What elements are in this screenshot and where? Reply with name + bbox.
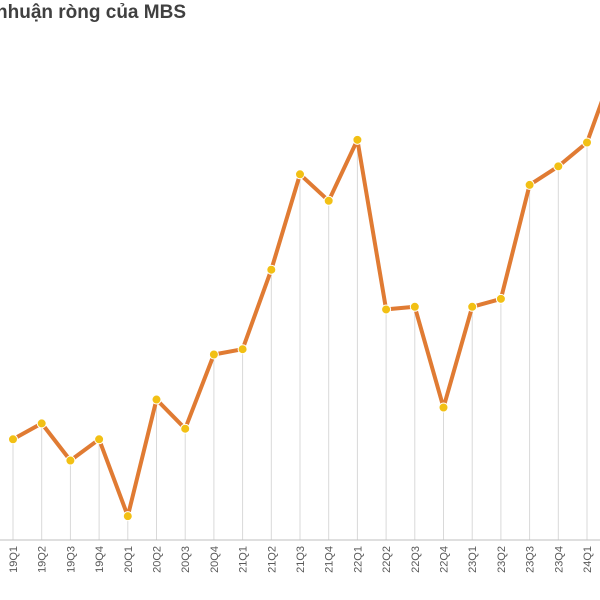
- x-tick-label: 19Q3: [65, 546, 77, 573]
- data-point: [94, 434, 105, 445]
- data-point: [409, 301, 420, 312]
- data-point: [295, 169, 305, 180]
- x-tick-label: 19Q1: [8, 546, 20, 573]
- x-tick-label: 19Q4: [94, 546, 106, 573]
- data-point: [323, 195, 334, 206]
- data-point: [582, 137, 592, 148]
- data-point: [65, 455, 76, 466]
- x-tick-label: 22Q3: [410, 546, 422, 573]
- data-point: [381, 304, 392, 315]
- data-point: [36, 418, 47, 429]
- x-tick-label: 21Q2: [266, 546, 278, 573]
- x-tick-label: 21Q3: [295, 546, 307, 573]
- gridlines: [12, 139, 588, 540]
- data-point: [352, 134, 363, 145]
- data-point: [208, 349, 219, 360]
- x-tick-label: 20Q1: [123, 546, 135, 573]
- x-tick-label: 20Q3: [180, 546, 192, 573]
- x-tick-label: 20Q4: [209, 546, 221, 573]
- data-point: [266, 264, 277, 275]
- x-tick-label: 22Q2: [381, 546, 393, 573]
- x-tick-label: 23Q3: [525, 546, 537, 573]
- data-point: [8, 434, 18, 445]
- series-line-group: [11, 100, 600, 519]
- x-tick-labels: 19Q1 19Q2 19Q3 19Q4 20Q1 20Q2 20Q3 20Q4 21Q1 21Q2…: [8, 546, 594, 573]
- series-line: [11, 100, 600, 519]
- x-tick-label: 22Q1: [352, 546, 364, 573]
- data-point: [553, 161, 564, 172]
- x-tick-label: 21Q1: [238, 546, 250, 573]
- data-point: [495, 293, 506, 304]
- x-tick-label: 21Q4: [324, 546, 336, 573]
- data-point: [438, 402, 449, 413]
- chart-title: nhuận ròng của MBS: [0, 2, 186, 23]
- x-tick-label: 19Q2: [37, 546, 49, 573]
- data-point: [467, 301, 478, 312]
- data-point: [151, 394, 162, 405]
- x-tick-label: 23Q1: [467, 546, 479, 573]
- x-tick-label: 24Q1: [582, 546, 594, 573]
- data-point: [237, 344, 248, 355]
- data-point: [524, 179, 535, 190]
- x-tick-label: 22Q4: [439, 546, 451, 573]
- x-tick-label: 23Q2: [496, 546, 508, 573]
- data-point: [122, 511, 133, 522]
- x-tick-label: 20Q2: [152, 546, 164, 573]
- data-point: [180, 423, 191, 434]
- x-tick-label: 23Q4: [553, 546, 565, 573]
- data-points: [8, 134, 592, 522]
